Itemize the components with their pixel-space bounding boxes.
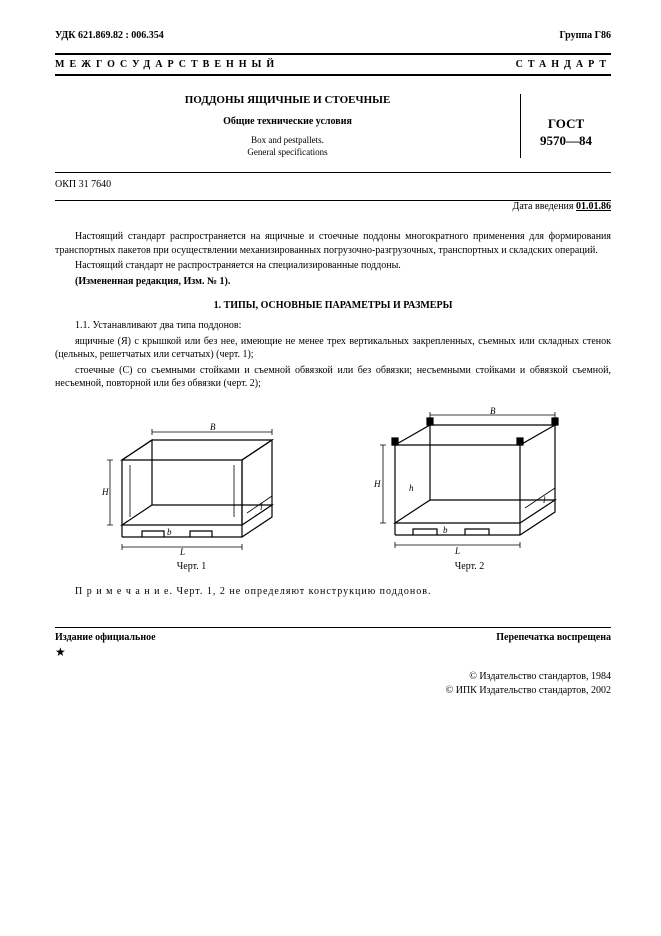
- title-en1: Box and pestpallets.: [55, 135, 520, 147]
- figure-2: H L B l b h Черт. 2: [365, 405, 575, 572]
- para: Настоящий стандарт распространяется на я…: [55, 230, 611, 257]
- figures-row: H L B l b Черт. 1: [55, 405, 611, 572]
- intro-text: Настоящий стандарт распространяется на я…: [55, 230, 611, 288]
- section-heading: 1. ТИПЫ, ОСНОВНЫЕ ПАРАМЕТРЫ И РАЗМЕРЫ: [55, 300, 611, 311]
- svg-text:b: b: [167, 527, 172, 537]
- title-en2: General specifications: [55, 147, 520, 159]
- footer-left: Издание официальное: [55, 632, 156, 643]
- okp-code: ОКП 31 7640: [55, 179, 611, 190]
- page: УДК 621.869.82 : 006.354 Группа Г86 МЕЖГ…: [0, 0, 661, 936]
- banner: МЕЖГОСУДАРСТВЕННЫЙ СТАНДАРТ: [55, 53, 611, 76]
- group-code: Группа Г86: [559, 30, 611, 41]
- svg-text:l: l: [260, 502, 263, 512]
- date-intro: Дата введения 01.01.86: [55, 201, 611, 212]
- section-text: 1.1. Устанавливают два типа поддонов: ящ…: [55, 319, 611, 391]
- footer-bar: Издание официальное Перепечатка воспреще…: [55, 627, 611, 643]
- para: ящичные (Я) с крышкой или без нее, имеющ…: [55, 335, 611, 362]
- title-main: ПОДДОНЫ ЯЩИЧНЫЕ И СТОЕЧНЫЕ: [55, 94, 520, 106]
- figure-1: H L B l b Черт. 1: [92, 405, 292, 572]
- gost-label: ГОСТ: [521, 116, 611, 133]
- svg-text:L: L: [454, 546, 460, 555]
- svg-text:H: H: [101, 487, 109, 497]
- title-sub: Общие технические условия: [55, 116, 520, 127]
- title-left: ПОДДОНЫ ЯЩИЧНЫЕ И СТОЕЧНЫЕ Общие техниче…: [55, 94, 520, 158]
- header-row: УДК 621.869.82 : 006.354 Группа Г86: [55, 30, 611, 41]
- svg-text:h: h: [409, 483, 414, 493]
- para: стоечные (С) со съемными стойками и съем…: [55, 364, 611, 391]
- gost-number: 9570—84: [521, 133, 611, 150]
- figure-caption: Черт. 1: [92, 561, 292, 572]
- title-block: ПОДДОНЫ ЯЩИЧНЫЕ И СТОЕЧНЫЕ Общие техниче…: [55, 94, 611, 158]
- udk-code: УДК 621.869.82 : 006.354: [55, 30, 164, 41]
- gost-box: ГОСТ 9570—84: [520, 94, 611, 158]
- box-pallet-drawing: H L B l b: [92, 405, 292, 555]
- copyright-line: © ИПК Издательство стандартов, 2002: [55, 684, 611, 698]
- svg-text:L: L: [179, 547, 185, 555]
- divider: [55, 172, 611, 173]
- para-revision: (Измененная редакция, Изм. № 1).: [55, 275, 611, 289]
- date-value: 01.01.86: [576, 201, 611, 212]
- svg-text:B: B: [210, 422, 216, 432]
- star-icon: ★: [55, 645, 611, 660]
- post-pallet-drawing: H L B l b h: [365, 405, 575, 555]
- para: 1.1. Устанавливают два типа поддонов:: [55, 319, 611, 333]
- copyright-line: © Издательство стандартов, 1984: [55, 670, 611, 684]
- svg-text:b: b: [443, 525, 448, 535]
- date-label: Дата введения: [513, 201, 576, 212]
- para: Настоящий стандарт не распространяется н…: [55, 259, 611, 273]
- copyright-block: © Издательство стандартов, 1984 © ИПК Из…: [55, 670, 611, 698]
- svg-text:B: B: [490, 406, 496, 416]
- svg-text:H: H: [373, 479, 381, 489]
- footer-right: Перепечатка воспрещена: [496, 632, 611, 643]
- note: П р и м е ч а н и е. Черт. 1, 2 не опред…: [75, 586, 611, 597]
- figure-caption: Черт. 2: [365, 561, 575, 572]
